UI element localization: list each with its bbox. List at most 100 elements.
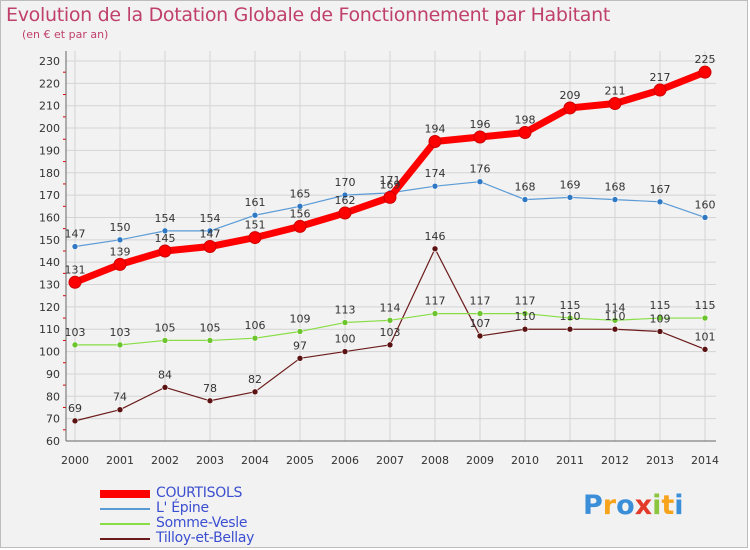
data-label: 117 [425,295,446,308]
series-point-1 [251,211,259,219]
y-tick-label: 120 [39,301,60,314]
series-point-2 [161,337,169,344]
data-label: 217 [650,71,671,84]
y-tick-label: 150 [39,234,60,247]
data-label: 110 [560,310,581,323]
series-point-3 [476,332,484,340]
data-label: 109 [650,312,671,325]
legend-label-courtisols: COURTISOLS [156,485,243,501]
data-label: 198 [515,114,536,127]
data-label: 106 [245,319,266,332]
data-label: 147 [200,228,221,241]
series-point-2 [386,316,394,324]
data-label: 169 [380,178,401,191]
data-label: 82 [248,373,262,386]
data-label: 154 [155,212,176,225]
series-point-0 [158,244,172,258]
series-point-3 [251,388,259,396]
data-label: 171 [380,174,401,187]
x-tick-label: 2010 [511,454,539,467]
data-label: 114 [380,301,401,314]
series-point-1 [656,198,664,206]
series-point-2 [71,341,79,349]
data-label: 101 [695,330,716,343]
series-point-3 [656,328,664,335]
data-label: 78 [203,382,217,395]
series-point-1 [476,178,484,186]
data-label: 105 [200,321,221,334]
series-point-2 [521,310,529,317]
data-label: 174 [425,167,446,180]
y-tick-label: 110 [39,323,60,336]
x-tick-label: 2013 [646,454,674,467]
logo-letter: i [652,490,662,521]
series-point-0 [518,126,532,140]
x-tick-label: 2006 [331,454,359,467]
series-point-2 [206,337,214,344]
legend-swatch-tilloy-et-bellay [100,538,150,540]
series-point-0 [293,219,307,233]
data-label: 105 [155,321,176,334]
data-label: 117 [515,295,536,308]
data-label: 165 [290,187,311,200]
x-tick-label: 2011 [556,454,584,467]
chart-title: Evolution de la Dotation Globale de Fonc… [6,4,611,26]
data-label: 131 [65,263,86,276]
logo-letter: x [634,490,653,521]
data-label: 162 [335,194,356,207]
series-point-1 [341,191,349,199]
data-label: 103 [65,326,86,339]
plot-area [66,51,716,441]
series-point-0 [653,83,667,97]
data-label: 147 [65,228,86,241]
logo-letter: i [674,490,684,521]
x-tick-label: 2014 [691,454,719,467]
data-label: 168 [515,181,536,194]
series-point-0 [338,206,352,220]
data-label: 84 [158,368,172,381]
series-point-0 [698,65,712,79]
series-point-3 [521,325,529,333]
data-label: 150 [110,221,131,234]
data-label: 211 [605,84,626,97]
data-label: 100 [335,333,356,346]
x-tick-label: 2000 [61,454,89,467]
data-label: 196 [470,118,491,131]
series-point-3 [341,348,349,355]
data-label: 110 [515,310,536,323]
y-tick-label: 220 [39,77,60,90]
series-point-1 [161,227,169,235]
data-label: 151 [245,219,266,232]
data-label: 139 [110,245,131,258]
series-point-0 [563,101,577,115]
series-point-2 [431,310,439,317]
series-point-0 [428,134,442,148]
x-tick-label: 2001 [106,454,134,467]
series-point-0 [473,130,487,144]
logo-letter: P [583,490,603,521]
logo-letter: t [661,490,675,521]
x-tick-label: 2004 [241,454,269,467]
data-label: 169 [560,178,581,191]
data-label: 194 [425,122,446,135]
x-tick-label: 2005 [286,454,314,467]
x-tick-label: 2009 [466,454,494,467]
series-point-2 [701,314,709,322]
series-point-1 [611,196,619,203]
data-label: 145 [155,232,176,245]
chart-subtitle: (en € et par an) [22,28,109,41]
x-tick-label: 2003 [196,454,224,467]
x-tick-label: 2007 [376,454,404,467]
series-point-3 [566,325,574,333]
series-point-3 [611,325,619,333]
proxiti-logo: Proxiti [583,490,684,521]
data-label: 168 [605,181,626,194]
data-label: 115 [695,299,716,312]
data-label: 107 [470,317,491,330]
data-label: 103 [380,326,401,339]
series-point-1 [566,194,574,201]
series-point-1 [71,243,79,250]
data-label: 209 [560,89,581,102]
logo-letter: r [602,490,617,521]
